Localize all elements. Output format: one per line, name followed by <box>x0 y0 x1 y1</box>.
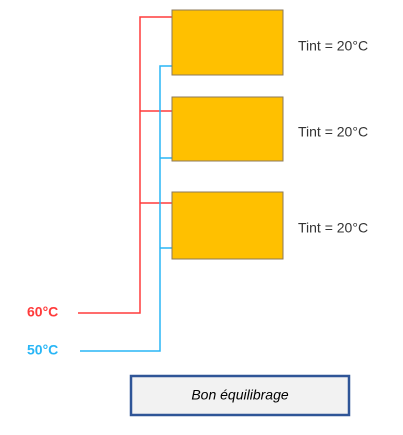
radiator <box>171 96 284 162</box>
radiator-label: Tint = 20°C <box>298 220 368 236</box>
return-label: 50°C <box>27 342 58 358</box>
radiator-label: Tint = 20°C <box>298 38 368 54</box>
caption: Bon équilibrage <box>191 387 289 403</box>
supply-pipe <box>78 16 172 314</box>
radiator <box>171 9 284 76</box>
caption-box <box>129 374 351 417</box>
radiator <box>171 191 284 260</box>
supply-label: 60°C <box>27 304 58 320</box>
radiator-label: Tint = 20°C <box>298 124 368 140</box>
return-pipe <box>80 65 172 352</box>
